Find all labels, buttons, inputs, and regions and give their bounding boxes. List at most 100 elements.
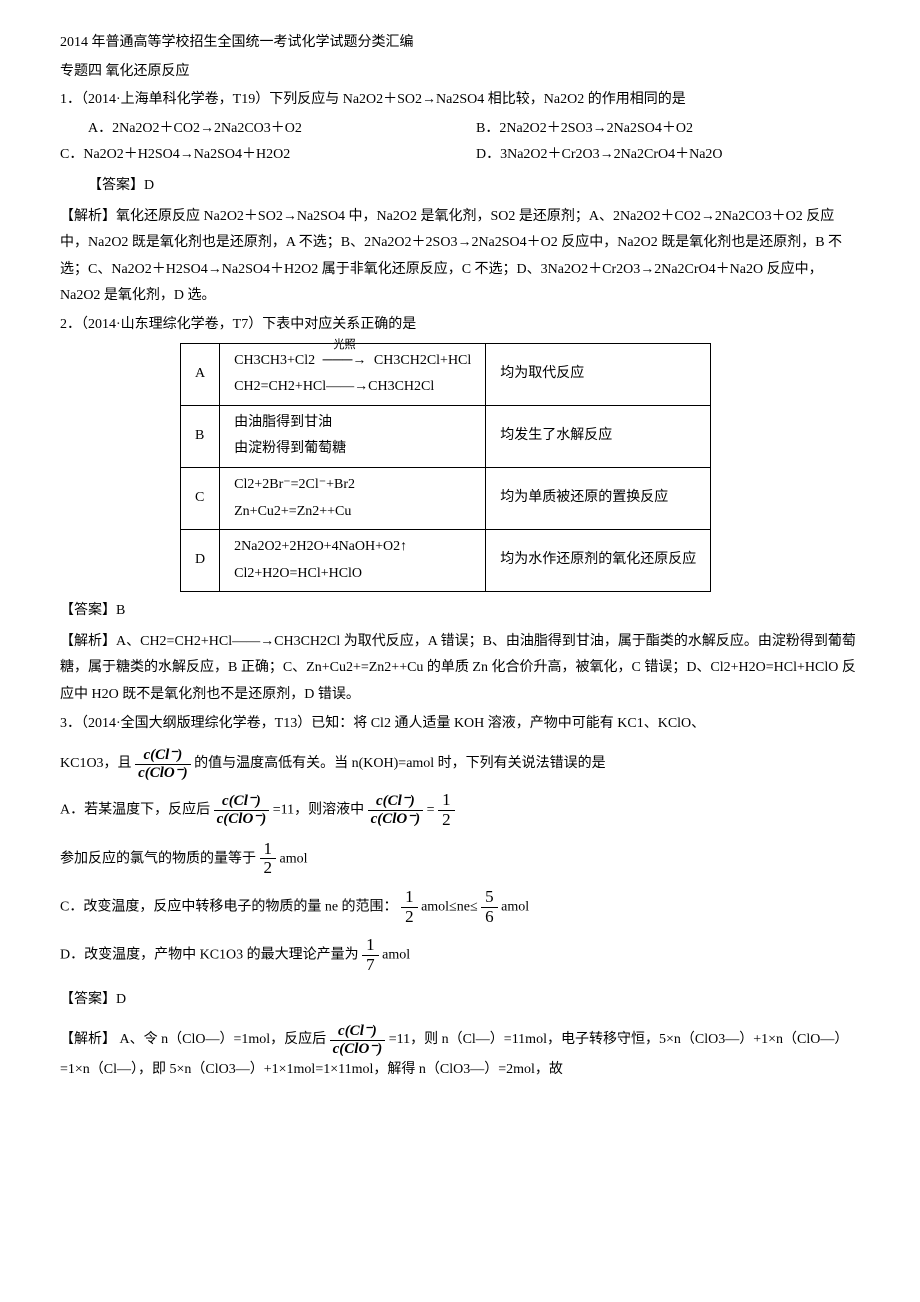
q3-b-2: amol <box>280 851 308 866</box>
frac-num: c(Cl⁻) <box>368 793 424 811</box>
q2-a-l2: CH2=CH2+HCl——→CH3CH2Cl <box>234 379 434 394</box>
q3-opt-b: 参加反应的氯气的物质的量等于 1 2 amol <box>60 840 860 878</box>
table-row: B 由油脂得到甘油 由淀粉得到葡萄糖 均发生了水解反应 <box>181 405 711 467</box>
q1-explanation-text: 氧化还原反应 Na2O2＋SO2→Na2SO4 中，Na2O2 是氧化剂，SO2… <box>60 209 842 304</box>
q3-answer: 【答案】D <box>60 985 860 1014</box>
q2-b-l1: 由油脂得到甘油 <box>234 415 332 430</box>
q3-c-1: C．改变温度，反应中转移电子的物质的量 ne 的范围： <box>60 899 398 914</box>
q1-opt-a: A．2Na2O2＋CO2→2Na2CO3＋O2 <box>60 116 476 143</box>
explanation-label: 【解析】 <box>60 207 116 223</box>
q1-answer: 【答案】D <box>60 171 860 200</box>
frac-den: c(ClO⁻) <box>368 811 424 828</box>
q2-d-key: D <box>181 530 220 592</box>
q3-d-2: amol <box>382 948 410 963</box>
q2-c-l2: Zn+Cu2+=Zn2++Cu <box>234 504 351 519</box>
frac-den: 2 <box>438 811 455 830</box>
q1-row-ab: A．2Na2O2＋CO2→2Na2CO3＋O2 B．2Na2O2＋2SO3→2N… <box>60 116 860 143</box>
fraction-icon: c(Cl⁻) c(ClO⁻) <box>368 793 424 827</box>
q1-row-cd: C．Na2O2＋H2SO4→Na2SO4＋H2O2 D．3Na2O2＋Cr2O3… <box>60 142 860 169</box>
header-line-2: 专题四 氧化还原反应 <box>60 59 860 86</box>
q1-opt-c: C．Na2O2＋H2SO4→Na2SO4＋H2O2 <box>60 142 476 169</box>
q2-c-l1: Cl2+2Br⁻=2Cl⁻+Br2 <box>234 477 355 492</box>
q3-c-3: amol <box>501 899 529 914</box>
q3-stem-line2: KC1O3，且 c(Cl⁻) c(ClO⁻) 的值与温度高低有关。当 n(KOH… <box>60 747 860 781</box>
q3-opt-c: C．改变温度，反应中转移电子的物质的量 ne 的范围： 1 2 amol≤ne≤… <box>60 888 860 926</box>
q2-b-right: 均发生了水解反应 <box>486 405 711 467</box>
q3-opt-a: A．若某温度下，反应后 c(Cl⁻) c(ClO⁻) =11，则溶液中 c(Cl… <box>60 791 860 829</box>
frac-num: 1 <box>438 791 455 811</box>
answer-label: 【答案】 <box>88 176 144 192</box>
fraction-icon: 1 7 <box>362 936 379 974</box>
q2-c-left: Cl2+2Br⁻=2Cl⁻+Br2 Zn+Cu2+=Zn2++Cu <box>220 467 486 529</box>
q2-b-l2: 由淀粉得到葡萄糖 <box>234 441 346 456</box>
q3-exp-1: A、令 n（ClO—）=1mol，反应后 <box>120 1033 327 1048</box>
q1-stem: 1．（2014·上海单科化学卷，T19）下列反应与 Na2O2＋SO2→Na2S… <box>60 87 860 114</box>
q2-explanation: 【解析】A、CH2=CH2+HCl——→CH3CH2Cl 为取代反应，A 错误；… <box>60 627 860 709</box>
q3-explanation: 【解析】 A、令 n（ClO—）=1mol，反应后 c(Cl⁻) c(ClO⁻)… <box>60 1023 860 1084</box>
q2-a-l1b: CH3CH2Cl+HCl <box>374 353 471 368</box>
fraction-icon: c(Cl⁻) c(ClO⁻) <box>214 793 270 827</box>
reaction-condition: 光照 <box>319 335 371 356</box>
frac-num: c(Cl⁻) <box>214 793 270 811</box>
table-row: A CH3CH3+Cl2 光照───→ CH3CH2Cl+HCl CH2=CH2… <box>181 343 711 405</box>
frac-num: 1 <box>362 936 379 956</box>
explanation-label: 【解析】 <box>60 632 116 648</box>
frac-den: 7 <box>362 956 379 975</box>
q1-explanation: 【解析】氧化还原反应 Na2O2＋SO2→Na2SO4 中，Na2O2 是氧化剂… <box>60 202 860 310</box>
table-row: C Cl2+2Br⁻=2Cl⁻+Br2 Zn+Cu2+=Zn2++Cu 均为单质… <box>181 467 711 529</box>
q3-a-2: =11，则溶液中 <box>273 803 364 818</box>
fraction-icon: 5 6 <box>481 888 498 926</box>
q2-answer-value: B <box>116 603 125 618</box>
q2-d-l2: Cl2+H2O=HCl+HClO <box>234 566 362 581</box>
explanation-label: 【解析】 <box>60 1031 116 1047</box>
frac-num: 1 <box>260 840 277 860</box>
q3-opt-d: D．改变温度，产物中 KC1O3 的最大理论产量为 1 7 amol <box>60 936 860 974</box>
q2-stem: 2．（2014·山东理综化学卷，T7）下表中对应关系正确的是 <box>60 312 860 339</box>
header-line-1: 2014 年普通高等学校招生全国统一考试化学试题分类汇编 <box>60 30 860 57</box>
q2-c-right: 均为单质被还原的置换反应 <box>486 467 711 529</box>
q3-a-3: = <box>427 803 435 818</box>
q3-d-1: D．改变温度，产物中 KC1O3 的最大理论产量为 <box>60 948 359 963</box>
q2-a-right: 均为取代反应 <box>486 343 711 405</box>
q3-stem2b: 的值与温度高低有关。当 n(KOH)=amol 时，下列有关说法错误的是 <box>194 756 606 771</box>
frac-den: 6 <box>481 908 498 927</box>
q2-d-right: 均为水作还原剂的氧化还原反应 <box>486 530 711 592</box>
fraction-icon: 1 2 <box>401 888 418 926</box>
frac-num: 5 <box>481 888 498 908</box>
q2-b-left: 由油脂得到甘油 由淀粉得到葡萄糖 <box>220 405 486 467</box>
q3-a-1: A．若某温度下，反应后 <box>60 803 210 818</box>
q2-a-left: CH3CH3+Cl2 光照───→ CH3CH2Cl+HCl CH2=CH2+H… <box>220 343 486 405</box>
answer-label: 【答案】 <box>60 601 116 617</box>
q1-opt-b: B．2Na2O2＋2SO3→2Na2SO4＋O2 <box>476 116 860 143</box>
q2-answer: 【答案】B <box>60 596 860 625</box>
frac-den: 2 <box>401 908 418 927</box>
q2-d-l1: 2Na2O2+2H2O+4NaOH+O2↑ <box>234 539 407 554</box>
q2-a-key: A <box>181 343 220 405</box>
q3-b-1: 参加反应的氯气的物质的量等于 <box>60 851 256 866</box>
q2-c-key: C <box>181 467 220 529</box>
q1-answer-value: D <box>144 178 154 193</box>
fraction-icon: c(Cl⁻) c(ClO⁻) <box>135 747 191 781</box>
frac-num: c(Cl⁻) <box>330 1023 386 1041</box>
frac-den: 2 <box>260 859 277 878</box>
fraction-icon: 1 2 <box>260 840 277 878</box>
q2-d-left: 2Na2O2+2H2O+4NaOH+O2↑ Cl2+H2O=HCl+HClO <box>220 530 486 592</box>
fraction-icon: 1 2 <box>438 791 455 829</box>
q3-stem-line1: 3．（2014·全国大纲版理综化学卷，T13）已知：将 Cl2 通人适量 KOH… <box>60 711 860 738</box>
table-row: D 2Na2O2+2H2O+4NaOH+O2↑ Cl2+H2O=HCl+HClO… <box>181 530 711 592</box>
answer-label: 【答案】 <box>60 990 116 1006</box>
q1-opt-d: D．3Na2O2＋Cr2O3→2Na2CrO4＋Na2O <box>476 142 860 169</box>
q2-table: A CH3CH3+Cl2 光照───→ CH3CH2Cl+HCl CH2=CH2… <box>180 343 711 593</box>
q3-answer-value: D <box>116 992 126 1007</box>
q3-c-2: amol≤ne≤ <box>421 899 478 914</box>
fraction-icon: c(Cl⁻) c(ClO⁻) <box>330 1023 386 1057</box>
frac-den: c(ClO⁻) <box>330 1041 386 1058</box>
q2-explanation-text: A、CH2=CH2+HCl——→CH3CH2Cl 为取代反应，A 错误；B、由油… <box>60 634 856 702</box>
reaction-arrow-icon: 光照───→ <box>319 348 371 375</box>
frac-num: 1 <box>401 888 418 908</box>
frac-num: c(Cl⁻) <box>135 747 191 765</box>
q2-b-key: B <box>181 405 220 467</box>
frac-den: c(ClO⁻) <box>214 811 270 828</box>
q2-a-l1a: CH3CH3+Cl2 <box>234 353 315 368</box>
q3-stem2a: KC1O3，且 <box>60 756 132 771</box>
